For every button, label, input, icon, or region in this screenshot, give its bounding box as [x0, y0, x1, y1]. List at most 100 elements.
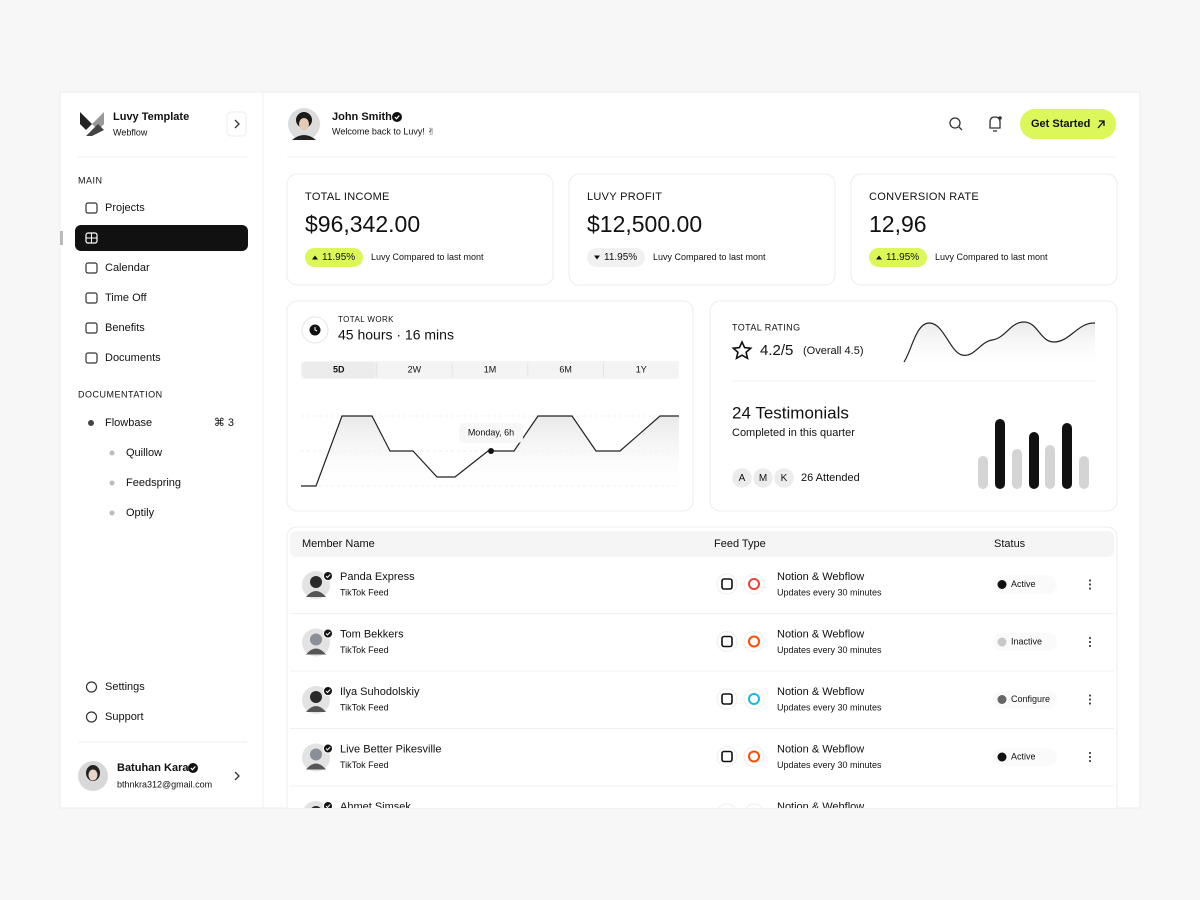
verified-badge: [392, 112, 402, 122]
bullet: [109, 480, 115, 486]
status-icon: [997, 752, 1007, 762]
table: Member Name Feed Type Status Panda Express T…: [290, 538, 1114, 819]
collapse-button[interactable]: [226, 111, 247, 137]
status-icon: [997, 580, 1007, 589]
integration-frequency: Updates every 30 minutes: [777, 760, 882, 770]
rating-overall: (Overall 4.5): [803, 345, 864, 357]
row-menu-dot: [1088, 640, 1092, 644]
integration-name: Notion & Webflow: [777, 628, 864, 640]
status-pill: [993, 748, 1057, 766]
attendee-avatar: [772, 466, 796, 490]
doc-children: Quillow Feedspring Optily: [109, 447, 181, 519]
bullet: [109, 510, 115, 516]
testimonial-bars: [978, 419, 1089, 489]
clock-hands: [314, 327, 318, 332]
verified-badge: [323, 801, 333, 808]
member-feed: TikTok Feed: [340, 760, 389, 770]
work-line: [301, 415, 679, 487]
integration-frequency: Updates every 30 minutes: [777, 702, 882, 712]
notification-button[interactable]: [989, 116, 1002, 132]
nav-icon: [85, 262, 98, 274]
brand-logo: [80, 112, 104, 136]
shortcut: ⌘ 3: [214, 417, 234, 429]
integration-logo: [745, 803, 763, 808]
testimonials-count: 24 Testimonials: [732, 403, 849, 422]
rating-label: TOTAL RATING: [732, 322, 800, 332]
doc-child[interactable]: Feedspring: [126, 477, 181, 489]
nav-item[interactable]: Documents: [105, 352, 161, 364]
row-menu-dot: [1088, 587, 1092, 590]
verified-check: [325, 631, 331, 636]
member-avatar-head: [310, 633, 322, 646]
chevron-icon[interactable]: [234, 771, 240, 781]
nav-item[interactable]: Projects: [105, 202, 145, 214]
verified-check: [325, 689, 331, 694]
integration-logo-mark: [722, 809, 732, 819]
doc-child[interactable]: Quillow: [126, 447, 162, 459]
row-menu-dot: [1088, 644, 1092, 648]
attendee-initial: K: [781, 473, 788, 484]
integration-logo: [743, 688, 765, 710]
status: Inactive: [1011, 636, 1042, 646]
tab[interactable]: 5D: [333, 364, 345, 374]
column-header: Member Name: [302, 538, 375, 550]
cta-button[interactable]: [1020, 109, 1116, 139]
status: Active: [1011, 579, 1036, 589]
nav-item[interactable]: Benefits: [105, 322, 145, 334]
integration-logo-mark: [749, 809, 759, 819]
member-name: Tom Bekkers: [340, 628, 404, 640]
member-avatar-body: [306, 763, 326, 770]
active-indicator: [60, 231, 63, 245]
tab[interactable]: 1Y: [636, 364, 647, 374]
doc-item[interactable]: Flowbase: [105, 417, 152, 429]
member-avatar-body: [306, 706, 326, 712]
integration-logo: [716, 573, 738, 595]
main-nav: Projects Dashboard Calendar Time Off Benefit…: [75, 202, 248, 364]
tab[interactable]: 2W: [408, 364, 422, 374]
integration-logo: [743, 573, 765, 595]
stat-label: LUVY PROFIT: [587, 191, 662, 203]
table-card: [286, 526, 1118, 808]
nav-item[interactable]: Time Off: [105, 292, 148, 304]
chevron-icon: [234, 119, 240, 129]
stat-value: $12,500.00: [587, 211, 702, 237]
tab[interactable]: 6M: [559, 364, 572, 374]
rating-value: 4.2/5: [760, 342, 793, 359]
nav-item[interactable]: Support: [105, 711, 144, 723]
work-label: TOTAL WORK: [338, 315, 394, 324]
change-arrow: [876, 255, 882, 260]
search-button[interactable]: [949, 117, 963, 131]
doc-child[interactable]: Optily: [126, 507, 155, 519]
nav-item[interactable]: Calendar: [105, 262, 150, 274]
verified-badge: [323, 571, 333, 581]
brand-name: Luvy Template: [113, 111, 189, 123]
tooltip-box: [459, 423, 523, 443]
nav-icon: [85, 202, 98, 214]
change-value: 11.95%: [322, 252, 355, 263]
rating-area: [904, 322, 1095, 370]
header-avatar-face: [299, 118, 309, 130]
status-icon: [997, 637, 1007, 647]
status: Active: [1011, 751, 1036, 761]
member-avatar: [303, 801, 329, 808]
tab[interactable]: 1M: [484, 364, 497, 374]
member-feed: TikTok Feed: [340, 702, 389, 712]
integration-frequency: Updates every 30 minutes: [777, 645, 882, 655]
change-value: 11.95%: [886, 252, 919, 263]
member-avatar-head: [310, 748, 322, 761]
integration-logo: [716, 746, 738, 767]
member-avatar-body: [306, 648, 326, 655]
integration-logo-mark: [721, 578, 733, 590]
nav-item[interactable]: Settings: [105, 681, 145, 693]
tab-bar: [301, 361, 679, 379]
attendee-initial: M: [759, 473, 767, 484]
integration-logo-mark: [748, 693, 760, 705]
nav-icon: [85, 292, 98, 304]
bottom-nav: Settings Support: [85, 681, 145, 723]
nav-item[interactable]: Dashboard: [105, 232, 159, 244]
member-avatar-head: [310, 691, 322, 703]
row-menu-dot: [1088, 694, 1092, 697]
